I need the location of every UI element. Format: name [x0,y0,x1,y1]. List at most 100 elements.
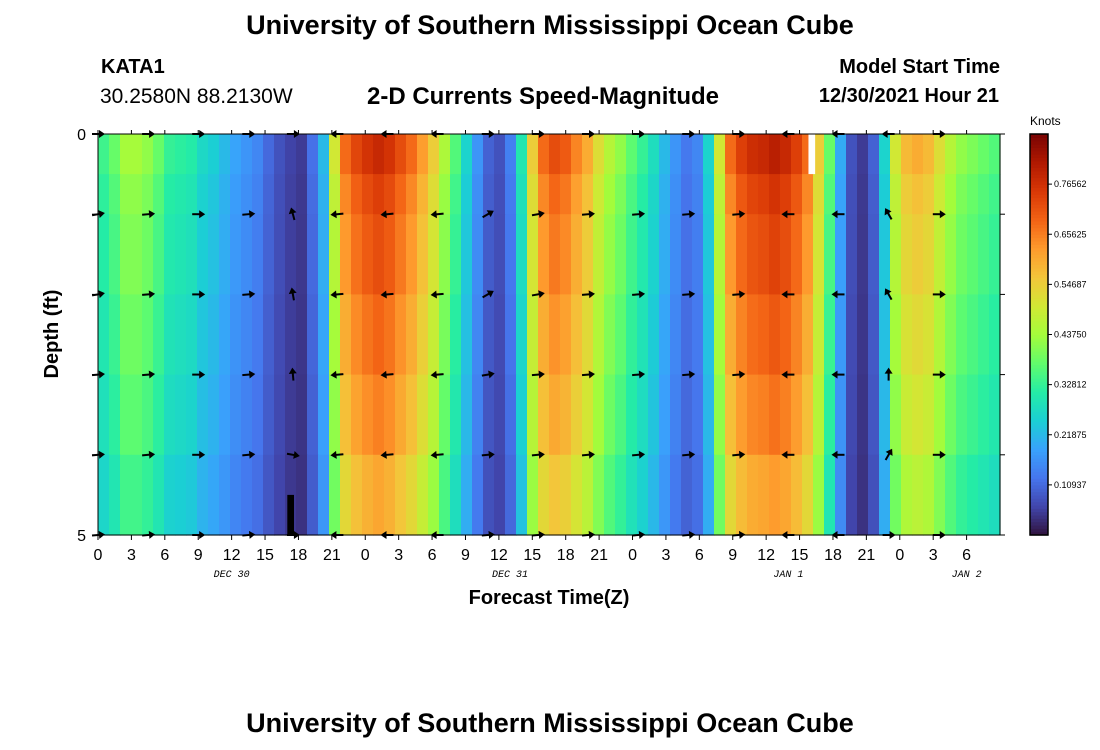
heatmap-cell [516,454,528,536]
heatmap-cell [901,454,913,536]
current-vector [781,210,795,219]
heatmap-cell [692,374,704,456]
current-vector [380,450,394,459]
colorbar-segment [1030,304,1048,309]
vector-head [884,288,892,296]
heatmap-cell [670,454,682,536]
heatmap [98,134,1001,536]
current-vector [482,290,494,299]
heatmap-cell [747,214,759,295]
heatmap-cell [219,134,231,175]
heatmap-cell [351,134,363,175]
current-vector [242,290,256,299]
heatmap-cell [615,214,627,295]
heatmap-cell [846,214,858,295]
heatmap-cell [934,214,946,295]
heatmap-cell [846,454,858,536]
current-vector [531,450,545,459]
heatmap-cell [780,134,792,175]
heatmap-cell [648,134,660,175]
heatmap-cell [131,134,143,175]
heatmap-cell [637,174,649,215]
current-vector [682,370,696,379]
heatmap-cell [780,174,792,215]
heatmap-cell [571,374,583,456]
x-tick-label: 0 [361,547,370,564]
heatmap-cell [439,454,451,536]
heatmap-cell [978,374,990,456]
heatmap-cell [230,134,242,175]
heatmap-cell [373,134,385,175]
heatmap-cell [263,174,275,215]
heatmap-cell [978,454,990,536]
heatmap-cell [428,374,440,456]
current-vector [732,450,746,459]
vector-head [588,370,595,379]
heatmap-cell [208,134,220,175]
heatmap-cell [670,134,682,175]
heatmap-cell [901,374,913,456]
colorbar-segment [1030,267,1048,272]
heatmap-cell [747,134,759,175]
heatmap-cell [549,134,561,175]
heatmap-cell [307,454,319,536]
heatmap-cell [472,454,484,536]
heatmap-cell [824,134,836,175]
heatmap-cell [912,294,924,376]
x-tick-label: 15 [523,547,541,564]
heatmap-cell [857,294,869,376]
current-vector [632,450,646,459]
heatmap-cell [912,454,924,536]
heatmap-cell [263,294,275,376]
colorbar-segment [1030,210,1048,215]
heatmap-cell [307,294,319,376]
heatmap-cell [923,174,935,215]
heatmap-cell [615,454,627,536]
heatmap-cell [538,294,550,376]
heatmap-cell [384,174,396,215]
vector-head [248,450,256,459]
heatmap-cell [560,374,572,456]
heatmap-cell [307,174,319,215]
heatmap-cell [197,214,209,295]
heatmap-cell [659,174,671,215]
current-vector [884,208,893,220]
colorbar-segment [1030,281,1048,285]
heatmap-cell [945,454,957,536]
heatmap-cell [439,214,451,295]
heatmap-cell [252,294,264,376]
heatmap-cell [582,134,594,175]
vector-head [148,370,156,379]
colorbar-segment [1030,324,1048,329]
heatmap-cell [351,454,363,536]
colorbar-segment [1030,428,1048,433]
colorbar-segment [1030,364,1048,369]
heatmap-cell [846,134,858,175]
current-vector [531,370,545,379]
heatmap-cell [373,454,385,536]
heatmap-cell [593,134,605,175]
heatmap-cell [571,134,583,175]
colorbar-segment [1030,524,1048,529]
colorbar-segment [1030,397,1048,402]
heatmap-cell [241,374,253,456]
heatmap-cell [714,454,726,536]
colorbar-segment [1030,504,1048,509]
heatmap-cell [219,214,231,295]
vector-head [293,451,300,459]
heatmap-cell [714,374,726,456]
heatmap-cell [582,294,594,376]
colorbar-segment [1030,144,1048,148]
current-vector [142,290,156,299]
heatmap-cell [703,134,715,175]
heatmap-cell [692,134,704,175]
colorbar-segment [1030,458,1048,463]
colorbar-segment [1030,254,1048,259]
heatmap-cell [967,454,979,536]
colorbar-segment [1030,374,1048,379]
colorbar-segment [1030,160,1048,165]
heatmap-cell [417,134,429,175]
colorbar-segment [1030,488,1048,493]
x-tick-label: 21 [323,547,341,564]
vector-head [738,450,746,459]
